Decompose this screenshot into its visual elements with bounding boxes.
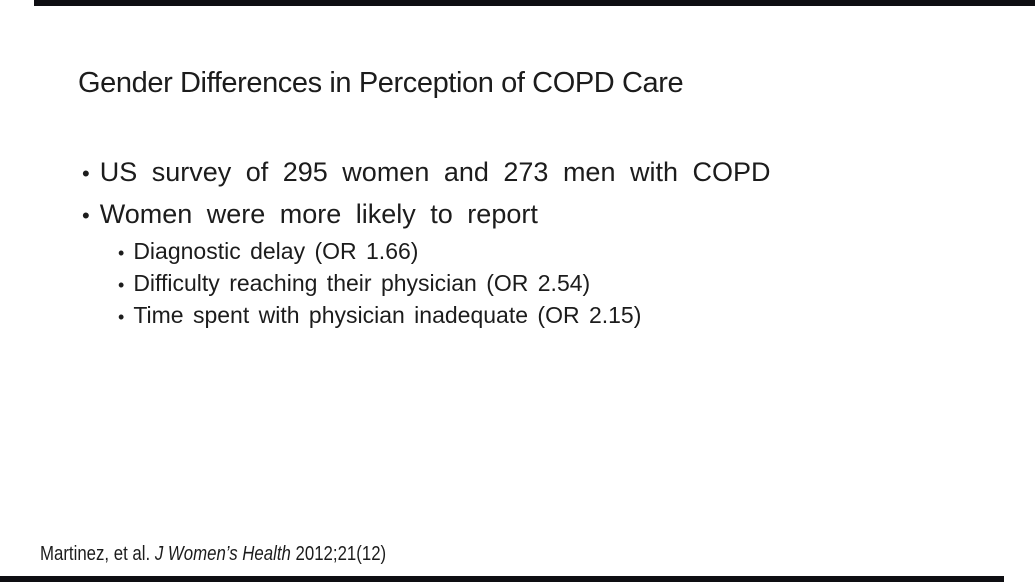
top-border-line bbox=[34, 0, 1035, 6]
sub-bullet-item: • Difficulty reaching their physician (O… bbox=[118, 270, 590, 296]
bottom-border-line bbox=[0, 576, 1004, 582]
sub-bullet-item-label: Time spent with physician inadequate (OR… bbox=[133, 302, 642, 328]
sub-bullet-dot-icon: • bbox=[118, 307, 125, 327]
bullet-dot-icon: • bbox=[82, 203, 90, 228]
sub-bullet-item-label: Difficulty reaching their physician (OR … bbox=[133, 270, 591, 296]
bullet-item-label: Women were more likely to report bbox=[99, 199, 538, 229]
sub-bullet-item: • Time spent with physician inadequate (… bbox=[118, 302, 641, 328]
sub-bullet-item-label: Diagnostic delay (OR 1.66) bbox=[133, 238, 419, 264]
sub-bullet-item: • Diagnostic delay (OR 1.66) bbox=[118, 238, 418, 264]
citation-year-volume-text: 2012;21(12) bbox=[290, 543, 387, 565]
bullet-item: • Women were more likely to report bbox=[82, 199, 538, 230]
citation: Martinez, et al. J Women’s Health 2012;2… bbox=[40, 543, 386, 566]
sub-bullet-dot-icon: • bbox=[118, 243, 125, 263]
slide-title: Gender Differences in Perception of COPD… bbox=[78, 67, 684, 99]
bullet-item-label: US survey of 295 women and 273 men with … bbox=[99, 157, 771, 187]
bullet-item: • US survey of 295 women and 273 men wit… bbox=[82, 157, 771, 188]
bullet-dot-icon: • bbox=[82, 161, 90, 186]
citation-author-text: Martinez, et al. bbox=[40, 543, 155, 565]
sub-bullet-dot-icon: • bbox=[118, 275, 125, 295]
citation-journal-text: J Women’s Health bbox=[154, 543, 291, 565]
